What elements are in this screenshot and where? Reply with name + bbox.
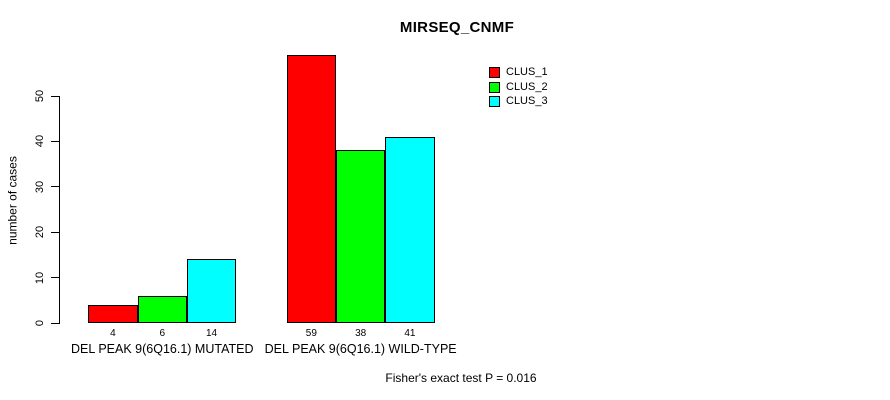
bar-value-label: 38 bbox=[355, 328, 367, 339]
bar-clus_2-group2 bbox=[336, 150, 386, 323]
y-tick bbox=[51, 95, 59, 97]
category-label: DEL PEAK 9(6Q16.1) MUTATED bbox=[71, 342, 254, 356]
stat-annotation: Fisher's exact test P = 0.016 bbox=[385, 371, 537, 385]
bar-clus_3-group2 bbox=[385, 136, 435, 323]
bar-value-label: 41 bbox=[404, 328, 416, 339]
y-tick bbox=[51, 231, 59, 233]
bar-clus_3-group1 bbox=[186, 259, 237, 323]
legend-label-clus_2: CLUS_2 bbox=[506, 80, 548, 93]
legend-swatch-clus_1 bbox=[489, 67, 500, 78]
bar-clus_1-group1 bbox=[88, 304, 138, 323]
bar-value-label: 14 bbox=[205, 328, 218, 339]
bar-clus_1-group2 bbox=[286, 55, 336, 323]
y-tick bbox=[51, 322, 59, 324]
legend-swatch-clus_2 bbox=[489, 81, 500, 93]
y-tick bbox=[51, 140, 59, 142]
bar-value-label: 6 bbox=[159, 328, 166, 339]
chart-title: MIRSEQ_CNMF bbox=[399, 19, 515, 36]
bar-value-label: 4 bbox=[110, 328, 116, 339]
legend-label-clus_1: CLUS_1 bbox=[506, 66, 548, 78]
y-tick bbox=[51, 186, 59, 188]
legend-label-clus_3: CLUS_3 bbox=[506, 95, 548, 108]
legend-swatch-clus_3 bbox=[489, 96, 500, 108]
y-tick bbox=[51, 277, 59, 279]
bar-clus_2-group1 bbox=[137, 295, 187, 323]
bar-value-label: 59 bbox=[305, 328, 317, 339]
category-label: DEL PEAK 9(6Q16.1) WILD-TYPE bbox=[264, 342, 457, 356]
y-axis-line bbox=[59, 96, 60, 324]
